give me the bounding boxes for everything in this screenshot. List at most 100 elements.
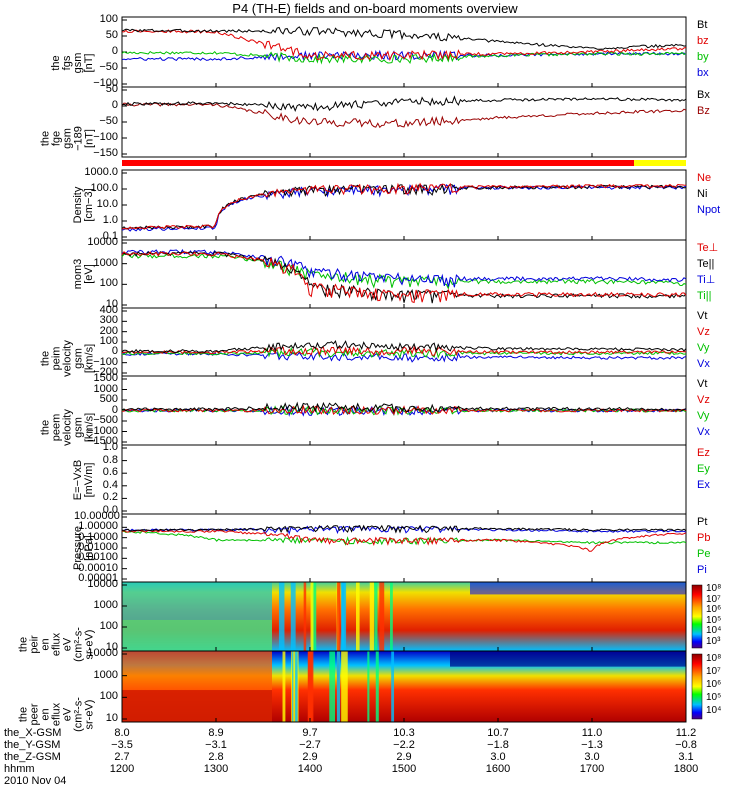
footer-value: 9.7 xyxy=(302,727,318,739)
legend-entry: Vy xyxy=(697,342,710,354)
footer-value: −0.8 xyxy=(675,739,697,751)
y-axis-label-line: peir xyxy=(28,634,40,654)
y-tick-label: 100.0 xyxy=(90,182,118,194)
legend-entry: Vx xyxy=(697,358,710,370)
y-tick-label: 10000 xyxy=(87,236,118,248)
legend-entry: Te|| xyxy=(697,258,715,270)
y-axis-label: mom3 [eV] xyxy=(72,239,95,309)
footer-value: 2.7 xyxy=(114,751,130,763)
y-tick-label: −50 xyxy=(99,115,118,127)
legend-entry: Vt xyxy=(697,378,708,390)
y-tick-label: 0.2 xyxy=(102,491,118,504)
y-tick-label: −100 xyxy=(93,77,118,89)
footer-value: 10.3 xyxy=(393,727,415,739)
legend-entry: Ti|| xyxy=(697,290,712,302)
y-axis-label-line: [cm−3] xyxy=(83,188,95,222)
y-tick-label: 10 xyxy=(105,712,118,724)
y-tick-label: −100 xyxy=(93,355,118,368)
series-line-Npot xyxy=(121,184,687,232)
y-tick-label: 10000 xyxy=(87,647,118,659)
series-line-Vt xyxy=(121,340,687,354)
y-tick-label: 1.0 xyxy=(102,214,118,226)
y-tick-label: −500 xyxy=(93,414,118,426)
panel-frame xyxy=(121,86,687,158)
footer-row-label: hhmm xyxy=(4,763,35,775)
footer-value: 2.9 xyxy=(302,751,318,763)
y-tick-label: 0 xyxy=(111,99,118,111)
y-tick-label: 1000 xyxy=(93,668,118,681)
spectrogram-stripe xyxy=(390,582,393,651)
y-tick-label: 0.10000 xyxy=(78,530,118,543)
y-tick-label: 0 xyxy=(111,45,118,57)
legend-entry: Vx xyxy=(697,426,710,438)
spectrogram-stripe xyxy=(341,651,348,722)
y-axis-label-line: the xyxy=(39,130,51,147)
y-tick-label: 10 xyxy=(105,298,118,310)
y-tick-label: 1000.0 xyxy=(84,166,118,178)
y-axis-label-line: sr-eV) xyxy=(83,699,95,729)
spectrogram-stripe xyxy=(278,582,285,651)
colorbar xyxy=(691,653,703,720)
y-tick-label: 10.00000 xyxy=(74,510,120,522)
y-tick-label: 0.8 xyxy=(102,453,118,466)
footer-row-label: 2010 Nov 04 xyxy=(4,775,67,787)
footer-value: 8.9 xyxy=(208,727,224,739)
footer-value: −1.8 xyxy=(487,739,509,751)
y-axis-label-line: [nPa] xyxy=(83,535,95,561)
y-tick-label: 100 xyxy=(99,690,118,703)
footer-value: −2.7 xyxy=(299,739,321,751)
legend-entry: Bt xyxy=(697,19,708,31)
spectrogram-stripe xyxy=(369,582,374,651)
y-axis-label-line: eflux xyxy=(50,632,62,656)
footer-value: −1.3 xyxy=(581,739,603,751)
spectrogram-stripe xyxy=(282,651,286,722)
legend-entry: bx xyxy=(697,67,709,79)
colorbar-tick-label: 10⁶ xyxy=(706,604,722,616)
colorbar-tick-label: 10⁷ xyxy=(706,593,721,605)
spectrogram-stripe xyxy=(295,651,298,722)
footer-value: 1300 xyxy=(203,763,229,775)
spectrogram-stripe xyxy=(336,651,341,722)
y-tick-label: 50 xyxy=(105,83,118,95)
y-tick-label: 200 xyxy=(99,324,118,337)
y-axis-label-line: eV xyxy=(61,707,73,721)
y-axis-label-line: (cm²-s- xyxy=(72,626,84,662)
y-tick-label: 10 xyxy=(105,641,118,653)
legend-entry: Ez xyxy=(697,447,710,459)
y-tick-label: 0.1 xyxy=(102,230,118,242)
y-axis-label-line: [eV] xyxy=(83,264,95,284)
footer-value: 1800 xyxy=(673,763,699,775)
y-tick-label: 10.0 xyxy=(96,198,118,210)
footer-value: 2.8 xyxy=(208,751,224,763)
y-tick-label: 1.00000 xyxy=(78,520,118,533)
y-axis-label-line: peim xyxy=(50,346,62,371)
colorbar xyxy=(691,584,703,649)
spectrogram-stripe xyxy=(329,651,336,722)
y-tick-label: 0.01000 xyxy=(78,541,118,553)
y-tick-label: −1000 xyxy=(87,424,118,437)
series-line-Pt xyxy=(121,524,687,534)
footer-value: −2.2 xyxy=(393,739,415,751)
y-tick-label: 10000 xyxy=(87,578,118,590)
colorbar-tick-label: 10⁷ xyxy=(706,665,721,677)
legend-entry: Pb xyxy=(697,532,711,544)
y-axis-label: Pressure [nPa] xyxy=(72,513,95,583)
y-tick-label: 0.00100 xyxy=(78,551,118,564)
spectrogram-panel-9 xyxy=(122,651,686,722)
series-line-Vz xyxy=(121,404,687,416)
legend-entry: Vz xyxy=(697,394,710,406)
spectrogram-stripe xyxy=(374,582,378,651)
spectrogram-stripe xyxy=(356,582,360,651)
footer-value: 2.9 xyxy=(396,751,412,763)
series-line-Vt xyxy=(121,401,687,414)
legend-entry: Npot xyxy=(697,204,721,216)
y-tick-label: 100 xyxy=(99,277,118,290)
legend-entry: Vt xyxy=(697,310,708,322)
y-axis-label: E=−VxB [mV/m] xyxy=(72,445,95,515)
legend-entry: Ne xyxy=(697,172,712,184)
footer-row-label: the_Z-GSM xyxy=(4,751,61,763)
legend-entry: Bz xyxy=(697,105,710,117)
spectrogram-stripe xyxy=(379,582,385,651)
legend-entry: Pe xyxy=(697,548,711,560)
